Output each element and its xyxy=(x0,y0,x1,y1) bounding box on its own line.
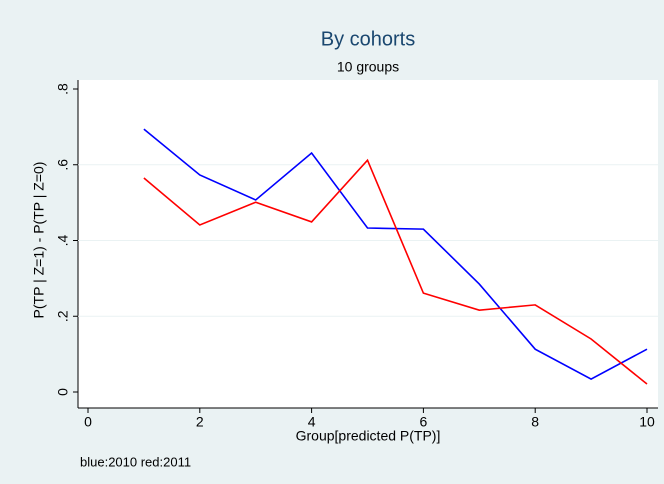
note: blue:2010 red:2011 xyxy=(80,454,191,469)
y-tick-label: .8 xyxy=(55,83,71,95)
x-axis-title: Group[predicted P(TP)] xyxy=(296,428,441,444)
x-tick-label: 10 xyxy=(639,414,655,430)
x-tick-label: 4 xyxy=(308,414,316,430)
y-tick-label: .6 xyxy=(55,159,71,171)
y-axis-title: P(TP | Z=1) - P(TP | Z=0) xyxy=(31,162,47,319)
y-tick-label: 0 xyxy=(55,388,71,396)
y-tick-label: .2 xyxy=(55,310,71,322)
x-tick-label: 2 xyxy=(196,414,204,430)
x-tick-label: 8 xyxy=(531,414,539,430)
y-tick-label: .4 xyxy=(55,234,71,246)
chart-subtitle: 10 groups xyxy=(337,59,399,75)
x-tick-label: 0 xyxy=(84,414,92,430)
x-tick-label: 6 xyxy=(420,414,428,430)
series-line xyxy=(143,158,648,385)
plot-area xyxy=(78,80,658,408)
chart-title: By cohorts xyxy=(321,28,415,50)
